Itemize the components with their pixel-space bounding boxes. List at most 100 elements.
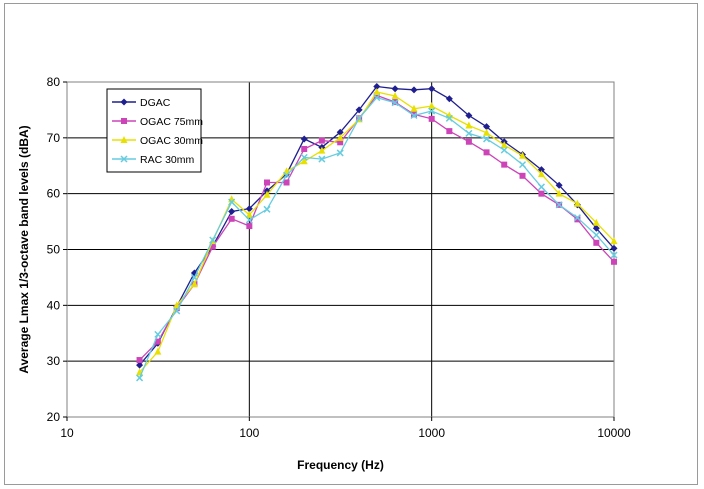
data-point [483,149,490,156]
series-rac-30mm [136,94,618,382]
data-point [501,161,508,168]
legend-marker [120,98,128,106]
data-point [518,161,527,169]
data-point [410,111,417,118]
data-point [300,153,308,161]
data-point [245,210,253,218]
data-point [318,155,326,163]
data-point [465,138,472,145]
data-point [445,95,453,103]
data-point [136,357,143,364]
data-point [483,135,491,143]
series-line [139,94,615,361]
data-point [355,106,363,114]
data-point [228,208,236,216]
data-point [573,199,581,207]
data-point [318,137,325,144]
legend-marker [121,118,127,124]
x-tick-label: 1000 [418,426,445,440]
data-point [190,280,198,288]
data-point [500,141,508,149]
data-point [483,123,491,131]
data-point [336,133,344,141]
data-point [355,114,363,122]
data-point [300,157,308,165]
y-tick-label: 40 [47,298,61,312]
data-point [336,149,344,157]
data-point [446,128,453,135]
data-point [610,251,618,259]
data-point [410,104,418,112]
y-tick-label: 20 [47,410,61,424]
legend-label: OGAC 75mm [140,116,203,128]
data-point [318,146,326,154]
data-point [373,88,381,96]
x-tick-label: 10000 [597,426,631,440]
x-tick-label: 10 [60,426,74,440]
data-point [410,86,418,94]
series-line [139,85,615,366]
data-point [610,244,618,252]
data-point [465,121,473,129]
data-point [373,94,381,102]
y-tick-label: 50 [47,243,61,257]
data-point [555,201,563,209]
series-ogac-30mm [136,88,618,376]
data-point [465,129,473,137]
y-tick-label: 60 [47,187,61,201]
series-ogac-75mm [136,92,617,364]
y-axis-title: Average Lmax 1/3-octave band levels (dBA… [17,125,31,373]
data-point [483,128,491,136]
data-point [611,258,617,265]
data-point [537,170,545,178]
legend-marker [120,155,128,163]
y-tick-label: 30 [47,354,61,368]
data-point [592,231,600,239]
data-point [373,82,381,90]
data-point [428,115,435,122]
legend-item: RAC 30mm [112,154,195,166]
data-point [555,189,563,197]
data-point [301,146,308,152]
legend-item: DGAC [112,97,171,109]
data-point [245,216,253,224]
data-point [154,338,161,345]
data-point [537,183,545,191]
data-point [283,179,290,186]
data-point [136,374,144,382]
data-point [610,237,618,245]
data-point [391,85,399,93]
data-point [428,102,436,110]
data-point [573,214,581,222]
legend-label: DGAC [140,97,171,109]
chart-frame [4,3,698,485]
series-dgac [136,82,618,369]
data-point [410,111,418,120]
axis-ticks: 20 30 40 50 60 70 80 10 100 1000 10000 [47,75,631,440]
data-point [445,114,453,122]
legend: DGAC OGAC 75mm OGAC 30mm RAC 30mm [106,88,203,173]
data-point [538,190,545,197]
data-point [263,190,271,198]
data-point [500,146,508,154]
data-point [373,92,380,99]
data-point [391,99,399,107]
data-point [465,112,473,119]
data-point [428,85,436,93]
x-axis-title: Frequency (Hz) [297,458,384,472]
data-point [391,91,399,99]
data-point [336,128,344,136]
data-point [574,216,581,223]
series-line [139,91,615,373]
data-point [283,171,291,179]
data-point [245,205,253,213]
data-point [264,179,271,186]
data-point [592,218,600,226]
legend-label: OGAC 30mm [140,135,203,147]
data-point [209,236,217,244]
legend-marker [120,136,128,143]
y-tick-label: 80 [47,75,61,89]
data-point [555,181,563,189]
data-point [537,166,545,174]
